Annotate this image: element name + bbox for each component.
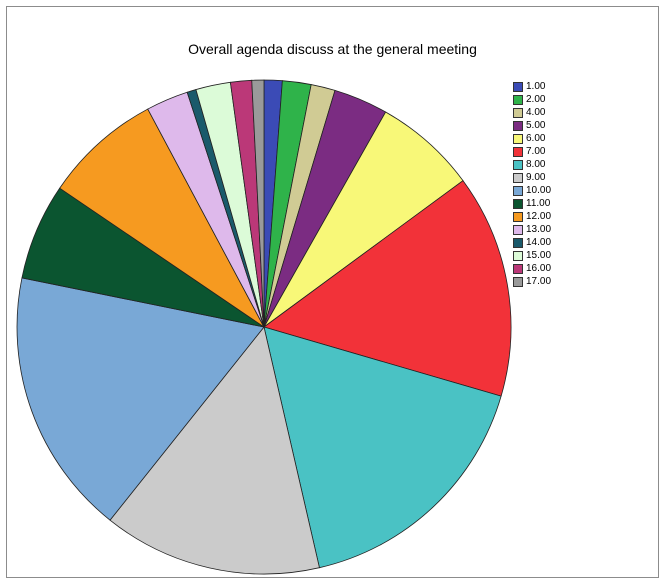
legend-swatch xyxy=(513,237,523,248)
legend-label: 16.00 xyxy=(526,263,552,274)
pie-slice-12.00 xyxy=(59,108,265,328)
legend-item-9.00: 9.00 xyxy=(513,171,551,184)
chart-frame: Overall agenda discuss at the general me… xyxy=(6,6,659,578)
legend-item-8.00: 8.00 xyxy=(513,158,551,171)
legend-item-12.00: 12.00 xyxy=(513,210,551,223)
legend-swatch xyxy=(513,198,523,209)
legend-item-14.00: 14.00 xyxy=(513,236,551,249)
legend-label: 9.00 xyxy=(526,172,546,183)
legend-swatch xyxy=(513,146,523,157)
pie-slice-17.00 xyxy=(251,79,265,328)
legend-swatch xyxy=(513,133,523,144)
legend-swatch xyxy=(513,185,523,196)
legend-label: 10.00 xyxy=(526,185,552,196)
legend-swatch xyxy=(513,81,523,92)
legend-label: 15.00 xyxy=(526,250,552,261)
legend-item-7.00: 7.00 xyxy=(513,145,551,158)
legend-label: 7.00 xyxy=(526,146,546,157)
legend-item-5.00: 5.00 xyxy=(513,119,551,132)
legend-label: 2.00 xyxy=(526,94,546,105)
legend-item-15.00: 15.00 xyxy=(513,249,551,262)
legend-item-6.00: 6.00 xyxy=(513,132,551,145)
legend-label: 11.00 xyxy=(526,198,551,209)
legend-swatch xyxy=(513,211,523,222)
legend-item-10.00: 10.00 xyxy=(513,184,551,197)
legend-label: 6.00 xyxy=(526,133,546,144)
legend-label: 1.00 xyxy=(526,81,546,92)
legend-item-13.00: 13.00 xyxy=(513,223,551,236)
legend-swatch xyxy=(513,172,523,183)
pie-slice-10.00 xyxy=(16,277,265,521)
legend-swatch xyxy=(513,250,523,261)
legend-label: 14.00 xyxy=(526,237,552,248)
pie-chart xyxy=(16,79,512,575)
legend-item-11.00: 11.00 xyxy=(513,197,551,210)
chart-title: Overall agenda discuss at the general me… xyxy=(188,41,477,57)
legend-label: 13.00 xyxy=(526,224,552,235)
legend-item-1.00: 1.00 xyxy=(513,80,551,93)
pie-slice-9.00 xyxy=(109,326,320,575)
legend-item-16.00: 16.00 xyxy=(513,262,551,275)
legend-swatch xyxy=(513,94,523,105)
pie-slices xyxy=(16,79,512,575)
pie-slice-7.00 xyxy=(263,180,512,397)
legend-item-17.00: 17.00 xyxy=(513,275,551,288)
legend-swatch xyxy=(513,224,523,235)
legend-swatch xyxy=(513,276,523,287)
legend-label: 8.00 xyxy=(526,159,546,170)
legend-label: 12.00 xyxy=(526,211,552,222)
legend-swatch xyxy=(513,107,523,118)
legend-label: 4.00 xyxy=(526,107,546,118)
legend-item-2.00: 2.00 xyxy=(513,93,551,106)
legend-swatch xyxy=(513,120,523,131)
legend-swatch xyxy=(513,159,523,170)
legend-label: 5.00 xyxy=(526,120,546,131)
legend-label: 17.00 xyxy=(526,276,552,287)
legend: 1.00 2.00 4.00 5.00 6.00 7.00 8.00 9.00 10.00 11.… xyxy=(513,80,551,288)
legend-swatch xyxy=(513,263,523,274)
pie-slice-8.00 xyxy=(263,326,502,569)
legend-item-4.00: 4.00 xyxy=(513,106,551,119)
